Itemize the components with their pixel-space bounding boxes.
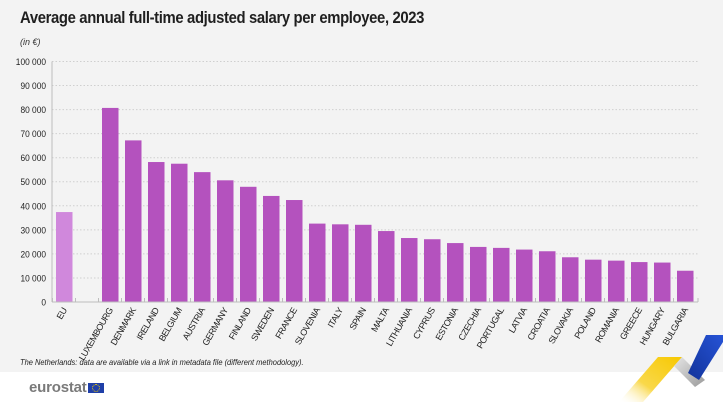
- decorative-ribbon: [619, 335, 723, 402]
- bar-slovenia[interactable]: [309, 223, 326, 302]
- chart-title: Average annual full-time adjusted salary…: [20, 9, 425, 27]
- bar-chart: 0 10 000 20 000 30 000 40 000 50 000 60 000 70 …: [16, 57, 699, 363]
- bar-croatia[interactable]: [539, 251, 556, 302]
- bar-latvia[interactable]: [516, 249, 533, 302]
- y-tick-label: 60 000: [20, 153, 46, 164]
- bar-poland[interactable]: [585, 259, 602, 302]
- x-tick-label: LATVIA: [507, 306, 530, 335]
- bar-greece[interactable]: [631, 262, 648, 302]
- bar-denmark[interactable]: [125, 140, 142, 302]
- bar-estonia[interactable]: [447, 243, 464, 302]
- y-tick-label: 100 000: [16, 57, 46, 68]
- y-tick-label: 70 000: [20, 129, 46, 140]
- bar-malta[interactable]: [378, 231, 395, 302]
- bar-sweden[interactable]: [263, 195, 280, 302]
- y-tick-label: 30 000: [20, 225, 46, 236]
- bar-czechia[interactable]: [470, 246, 487, 302]
- bar-slovakia[interactable]: [562, 257, 579, 302]
- y-tick-label: 90 000: [20, 81, 46, 92]
- x-tick-label: MALTA: [369, 306, 391, 334]
- x-tick-label: ITALY: [326, 306, 345, 330]
- gridlines: [52, 61, 698, 279]
- x-axis-ticks: [52, 298, 699, 302]
- bar-romania[interactable]: [608, 260, 625, 302]
- bar-bulgaria[interactable]: [677, 270, 694, 302]
- eurostat-logo[interactable]: eurostat: [29, 379, 104, 396]
- y-tick-label: 80 000: [20, 105, 46, 116]
- x-tick-label: SPAIN: [347, 306, 368, 332]
- y-tick-label: 10 000: [20, 273, 46, 284]
- logo-text: eurostat: [29, 379, 87, 396]
- x-tick-label: SWEDEN: [249, 306, 276, 343]
- footnote: The Netherlands: data are available via …: [20, 357, 304, 367]
- bar-spain[interactable]: [355, 224, 372, 302]
- x-tick-label: LUXEMBOURG: [77, 306, 115, 363]
- bar-italy[interactable]: [332, 224, 349, 302]
- y-axis-ticks: 0 10 000 20 000 30 000 40 000 50 000 60 000 70 …: [16, 57, 46, 308]
- chart-unit: (in €): [20, 37, 41, 47]
- bar-france[interactable]: [286, 200, 303, 302]
- ribbon-blue: [688, 335, 723, 380]
- bar-eu[interactable]: [56, 212, 73, 302]
- y-tick-label: 20 000: [20, 249, 46, 260]
- ribbon-yellow: [619, 357, 682, 402]
- eu-flag-icon: [87, 382, 104, 393]
- bar-belgium[interactable]: [171, 163, 188, 302]
- bar-lithuania[interactable]: [401, 238, 418, 302]
- bars: [56, 107, 694, 302]
- bar-finland[interactable]: [240, 186, 257, 302]
- bar-germany[interactable]: [217, 180, 234, 302]
- y-tick-label: 40 000: [20, 201, 46, 212]
- y-tick-label: 50 000: [20, 177, 46, 188]
- bar-hungary[interactable]: [654, 262, 671, 302]
- bar-cyprus[interactable]: [424, 239, 441, 302]
- y-tick-label: 0: [41, 297, 46, 308]
- bar-luxembourg[interactable]: [102, 107, 119, 302]
- bar-austria[interactable]: [194, 172, 211, 302]
- bar-ireland[interactable]: [148, 162, 165, 302]
- bar-portugal[interactable]: [493, 247, 510, 302]
- x-tick-label: EU: [55, 306, 69, 321]
